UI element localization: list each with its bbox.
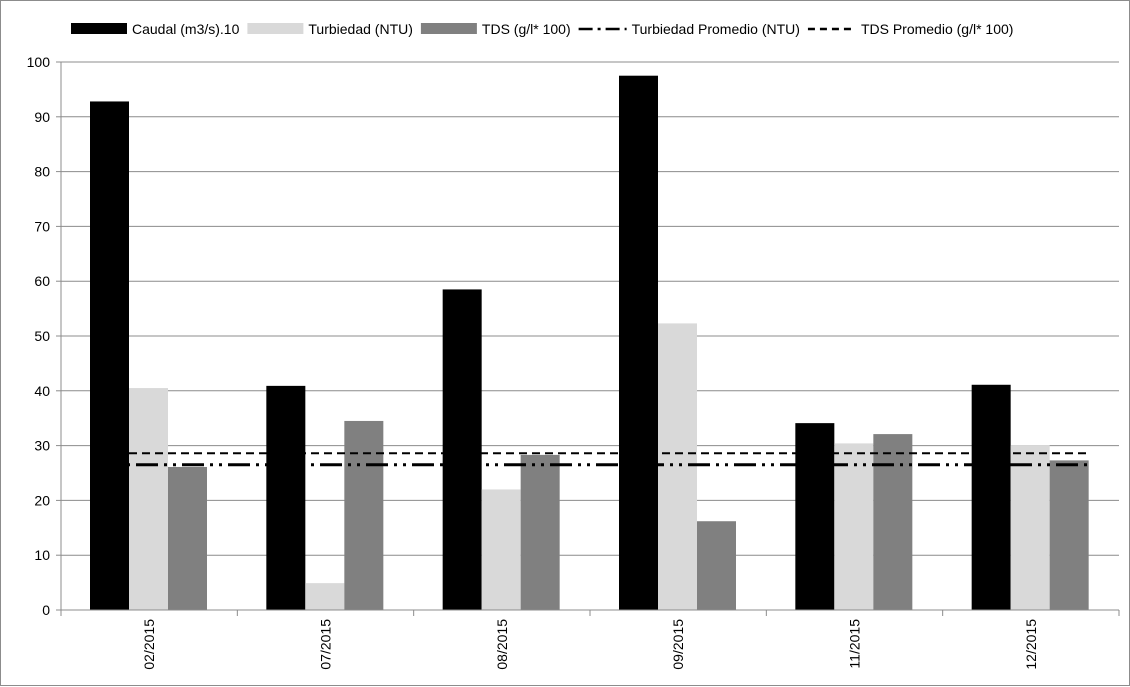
chart-legend: Caudal (m3/s).10 Turbiedad (NTU) TDS (g/l*…	[71, 21, 1013, 37]
y-tick-label: 70	[34, 218, 50, 234]
y-tick-label: 0	[42, 602, 50, 618]
bar	[873, 434, 913, 610]
x-tick-label: 02/2015	[141, 619, 157, 670]
y-tick-label: 100	[27, 54, 51, 70]
bar	[266, 385, 306, 610]
legend-item: Turbiedad (NTU)	[247, 21, 413, 37]
average-lines	[90, 452, 1089, 467]
bar	[658, 323, 697, 610]
legend-swatch	[71, 23, 127, 34]
bar	[129, 388, 168, 610]
bar	[795, 423, 835, 610]
bar	[1010, 445, 1050, 610]
y-tick-label: 50	[34, 328, 50, 344]
legend-swatch	[420, 23, 477, 34]
bar	[344, 420, 384, 610]
bar	[834, 443, 874, 610]
y-tick-label: 10	[34, 547, 50, 563]
bar	[481, 489, 521, 610]
y-tick-label: 90	[34, 109, 50, 125]
bar	[90, 101, 129, 611]
legend-swatch	[247, 23, 304, 34]
axes	[60, 62, 1120, 616]
x-axis-tick-labels: 02/2015 07/2015 08/2015 09/2015 11/2015 12/20…	[141, 619, 1039, 670]
legend-item: TDS (g/l* 100)	[420, 21, 571, 37]
legend-label: TDS (g/l* 100)	[482, 21, 571, 37]
legend-label: Turbiedad (NTU)	[308, 21, 413, 37]
x-tick-label: 09/2015	[670, 619, 686, 670]
bar	[971, 384, 1011, 610]
y-tick-label: 80	[34, 164, 50, 180]
x-tick-label: 11/2015	[847, 619, 863, 669]
y-tick-label: 40	[34, 383, 50, 399]
legend-label: TDS Promedio (g/l* 100)	[861, 21, 1014, 37]
y-tick-label: 30	[34, 438, 50, 454]
gridlines	[56, 61, 1119, 611]
bar	[1049, 460, 1089, 610]
bar	[442, 289, 482, 610]
bar-area	[90, 75, 1089, 611]
legend-item: Caudal (m3/s).10	[71, 21, 240, 37]
x-tick-label: 08/2015	[494, 619, 510, 670]
legend-item: Turbiedad Promedio (NTU)	[578, 21, 800, 37]
bar	[619, 75, 658, 610]
bar	[168, 466, 207, 610]
y-tick-label: 60	[34, 273, 50, 289]
legend-label: Caudal (m3/s).10	[132, 21, 240, 37]
x-tick-label: 12/2015	[1023, 619, 1039, 670]
bar	[520, 454, 560, 610]
bar	[697, 521, 736, 610]
bar	[305, 583, 345, 610]
legend-item: TDS Promedio (g/l* 100)	[807, 21, 1014, 37]
y-axis-tick-labels: 0 10 20 30 40 50 60 70 80 90 100	[27, 54, 51, 618]
x-tick-label: 07/2015	[318, 619, 334, 670]
y-tick-label: 20	[34, 492, 50, 508]
legend-label: Turbiedad Promedio (NTU)	[632, 21, 800, 37]
